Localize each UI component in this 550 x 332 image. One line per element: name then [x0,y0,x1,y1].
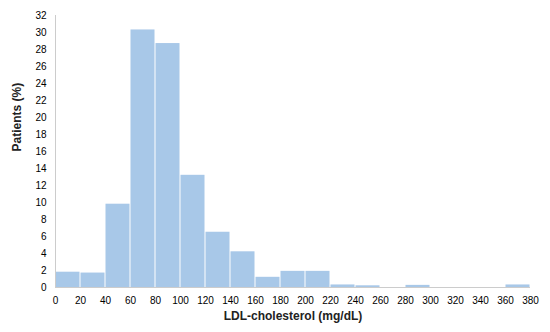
svg-text:260: 260 [372,295,389,306]
svg-text:14: 14 [35,163,47,174]
svg-text:220: 220 [322,295,339,306]
svg-text:20: 20 [35,112,47,123]
svg-text:20: 20 [75,295,87,306]
svg-text:28: 28 [35,44,47,55]
svg-text:120: 120 [197,295,214,306]
svg-text:320: 320 [447,295,464,306]
svg-text:180: 180 [272,295,289,306]
svg-text:0: 0 [53,295,59,306]
svg-text:2: 2 [41,265,47,276]
svg-text:0: 0 [41,282,47,293]
svg-text:380: 380 [522,295,539,306]
svg-text:22: 22 [35,95,47,106]
svg-text:16: 16 [35,146,47,157]
svg-text:280: 280 [397,295,414,306]
svg-text:8: 8 [41,214,47,225]
svg-text:60: 60 [125,295,137,306]
svg-text:26: 26 [35,61,47,72]
svg-text:Patients (%): Patients (%) [10,83,24,152]
svg-text:30: 30 [35,27,47,38]
svg-text:40: 40 [100,295,112,306]
svg-text:240: 240 [347,295,364,306]
svg-text:360: 360 [497,295,514,306]
svg-text:300: 300 [422,295,439,306]
svg-text:140: 140 [222,295,239,306]
svg-text:6: 6 [41,231,47,242]
svg-text:24: 24 [35,78,47,89]
svg-text:80: 80 [150,295,162,306]
svg-text:4: 4 [41,248,47,259]
svg-text:160: 160 [247,295,264,306]
svg-text:340: 340 [472,295,489,306]
svg-text:200: 200 [297,295,314,306]
svg-text:LDL-cholesterol (mg/dL): LDL-cholesterol (mg/dL) [224,309,363,323]
svg-text:100: 100 [172,295,189,306]
svg-text:10: 10 [35,197,47,208]
svg-text:12: 12 [35,180,47,191]
svg-text:18: 18 [35,129,47,140]
svg-text:32: 32 [35,10,47,21]
